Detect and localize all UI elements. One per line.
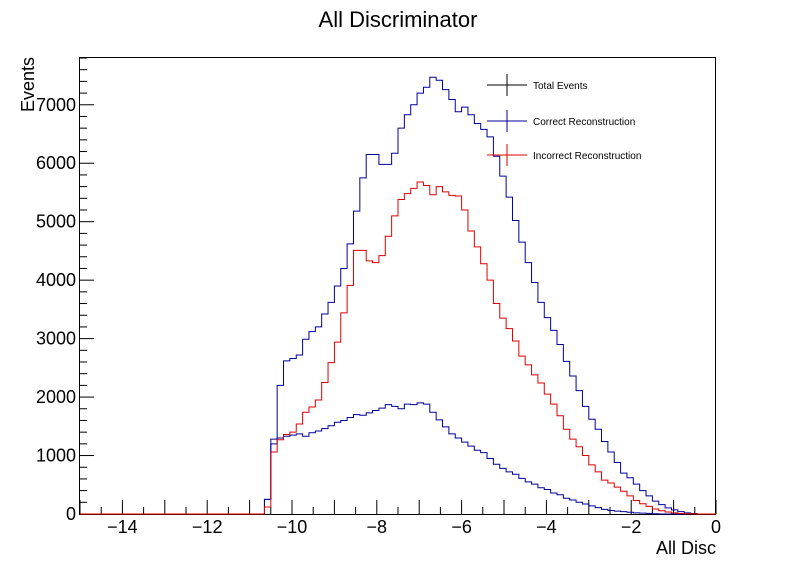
y-tick-label: 6000 — [36, 153, 76, 173]
x-tick-label: −10 — [277, 517, 308, 537]
legend-label: Total Events — [533, 81, 587, 92]
y-tick-label: 3000 — [36, 329, 76, 349]
y-tick-label: 5000 — [36, 212, 76, 232]
y-tick-label: 1000 — [36, 446, 76, 466]
x-axis-label: All Disc — [656, 538, 716, 558]
plot-frame — [79, 57, 716, 515]
y-axis: 0 1000 2000 3000 4000 5000 6000 7000 — [36, 57, 94, 524]
x-axis: −14 −12 −10 −8 −6 −4 −2 0 — [79, 500, 721, 537]
chart-title: All Discriminator — [319, 7, 478, 32]
y-tick-label: 4000 — [36, 270, 76, 290]
x-tick-label: −4 — [536, 517, 557, 537]
x-tick-label: 0 — [711, 517, 721, 537]
y-axis-label: Events — [18, 57, 38, 112]
x-tick-label: −8 — [367, 517, 388, 537]
legend-label: Correct Reconstruction — [533, 117, 635, 128]
legend-label: Incorrect Reconstruction — [533, 151, 641, 162]
y-tick-label: 2000 — [36, 387, 76, 407]
series-line-2 — [80, 402, 716, 515]
x-tick-label: −14 — [107, 517, 138, 537]
legend: Total Events Correct Reconstruction Incorr… — [487, 74, 641, 166]
series-line-1 — [80, 76, 716, 515]
x-tick-label: −2 — [621, 517, 642, 537]
series-line-3 — [80, 181, 716, 515]
series-layer — [80, 76, 716, 515]
y-tick-label: 0 — [66, 504, 76, 524]
y-tick-label: 7000 — [36, 95, 76, 115]
x-tick-label: −6 — [451, 517, 472, 537]
x-tick-label: −12 — [192, 517, 223, 537]
